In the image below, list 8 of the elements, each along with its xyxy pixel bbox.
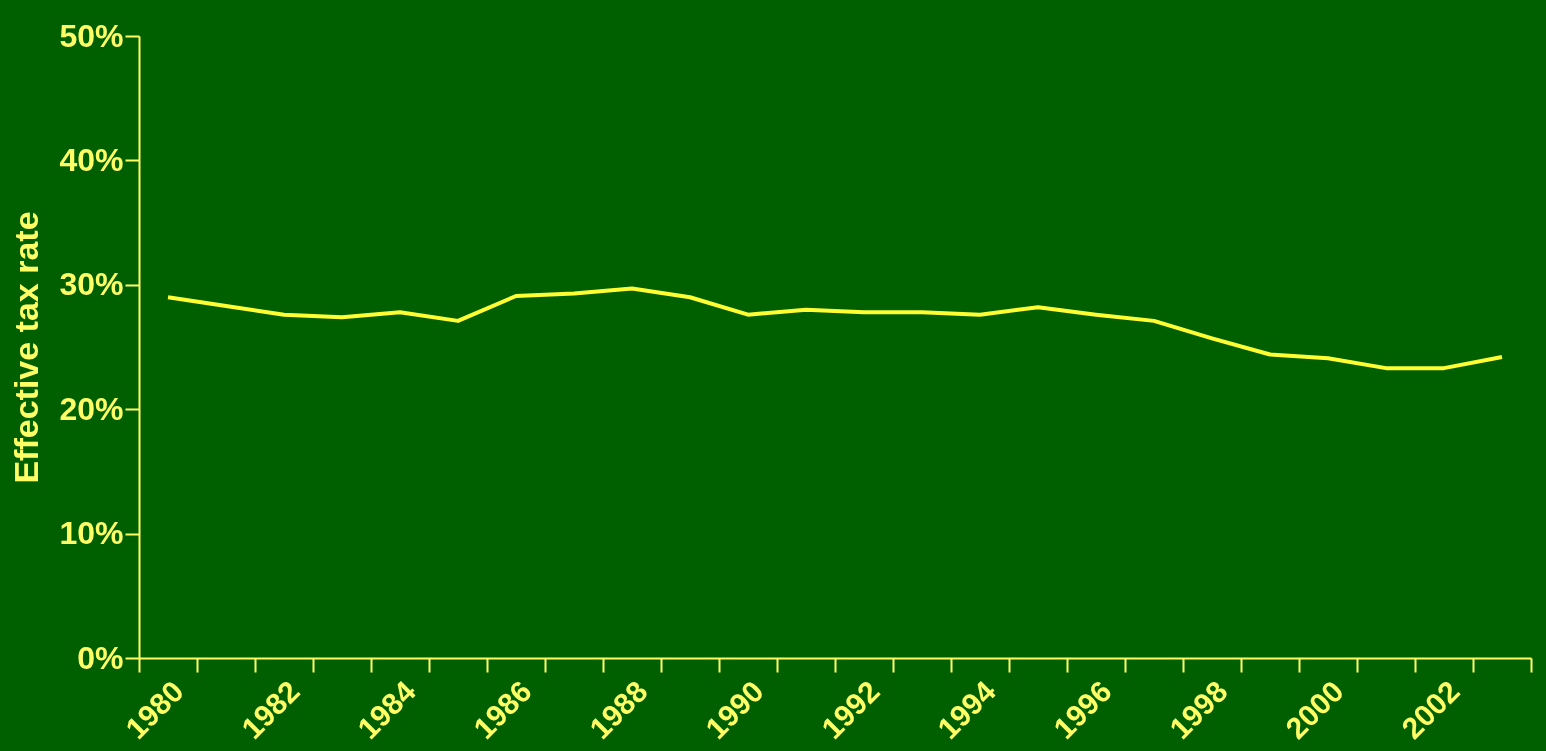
- y-tick-label: 10%: [59, 515, 124, 552]
- y-tick-label: 50%: [59, 17, 124, 54]
- line-series: [166, 286, 1504, 371]
- y-axis-title: Effective tax rate: [7, 211, 46, 484]
- y-tick-label: 30%: [59, 266, 124, 303]
- y-tick-label: 40%: [59, 141, 124, 178]
- y-tick-label: 0%: [77, 639, 124, 676]
- y-tick-label: 20%: [59, 390, 124, 427]
